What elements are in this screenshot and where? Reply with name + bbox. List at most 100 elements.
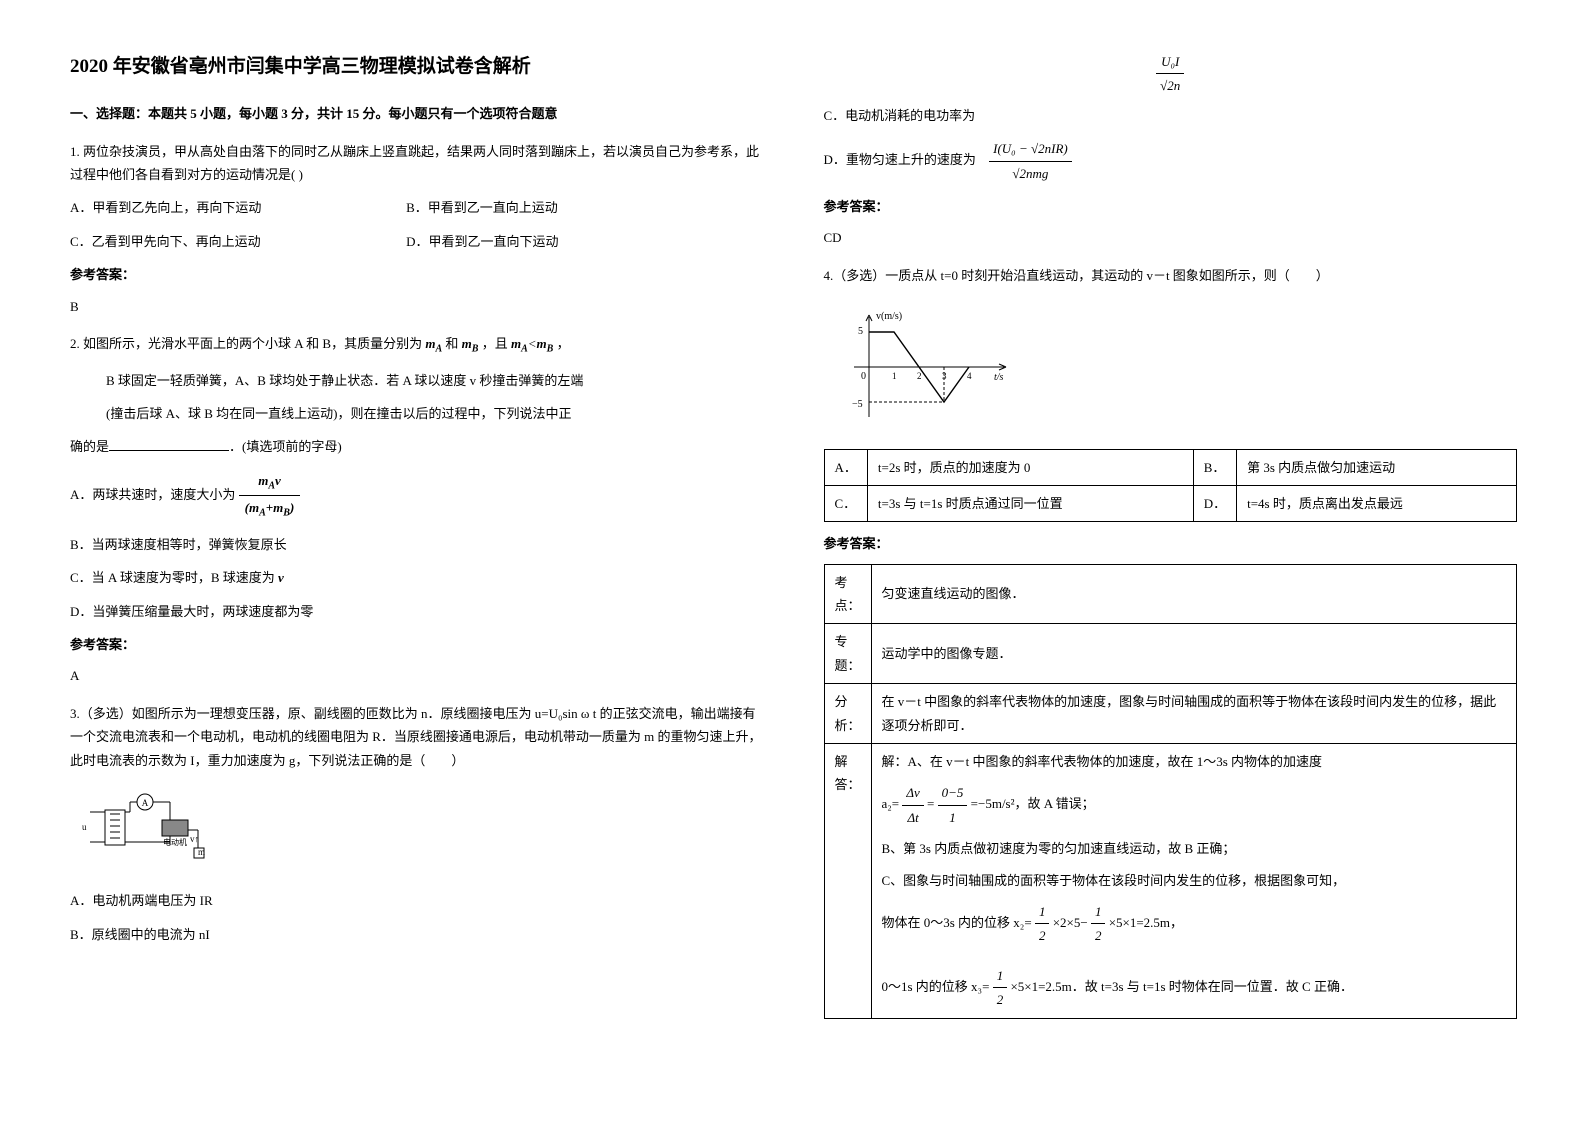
q4-ref-label: 参考答案： (824, 532, 1518, 555)
q4-options-table: A． t=2s 时，质点的加速度为 0 B． 第 3s 内质点做匀加速运动 C．… (824, 449, 1518, 523)
q2-stem-1c: ，且 (482, 336, 508, 351)
q2-stem-line4: 确的是 ．(填选项前的字母) (70, 435, 764, 458)
q3-d-den: √2nmg (989, 162, 1072, 185)
q4-opt-d: t=4s 时，质点离出发点最远 (1237, 485, 1517, 521)
q1-ref-label: 参考答案： (70, 263, 764, 286)
q1-options-row1: A．甲看到乙先向上，再向下运动 B．甲看到乙一直向上运动 (70, 196, 764, 219)
q4-sol-a: 解：A、在 v－t 中图象的斜率代表物体的加速度，故在 1～3s 内物体的加速度 (882, 750, 1507, 773)
q4-sol-c: C、图象与时间轴围成的面积等于物体在该段时间内发生的位移，根据图象可知， (882, 869, 1507, 892)
q4-sol-c3: 0～1s 内的位移 x₃= 12 ×5×1=2.5m．故 t=3s 与 t=1s… (882, 964, 1507, 1012)
q4-label-b: B． (1193, 449, 1236, 485)
q2-mB: mB (462, 336, 479, 351)
svg-text:2: 2 (917, 371, 922, 381)
q1-option-d: D．甲看到乙一直向下运动 (406, 230, 739, 253)
q4-opt-a: t=2s 时，质点的加速度为 0 (867, 449, 1193, 485)
q4-a2-post: =−5m/s²，故 A 错误； (971, 796, 1095, 811)
svg-text:u: u (82, 822, 87, 832)
q4-r3b: 在 v－t 中图象的斜率代表物体的加速度，图象与时间轴围成的面积等于物体在该段时… (871, 684, 1517, 744)
q4-r3a: 分析： (824, 684, 871, 744)
q2-answer: A (70, 664, 764, 687)
q1-option-b: B．甲看到乙一直向上运动 (406, 196, 739, 219)
f4n: 1 (1091, 900, 1106, 924)
q3-option-c: C．电动机消耗的电功率为 (824, 104, 1518, 127)
q3-option-d: D．重物匀速上升的速度为 (824, 152, 976, 167)
f1n: Δv (902, 781, 923, 805)
q2-a-fraction: mAv (mA+mB) (239, 469, 301, 523)
q4-stem: 4.（多选）一质点从 t=0 时刻开始沿直线运动，其运动的 v－t 图象如图所示… (824, 264, 1518, 287)
f2n: 0−5 (938, 781, 968, 805)
q2-stem-1b: 和 (445, 336, 458, 351)
q4-sol-c2: 物体在 0～3s 内的位移 x₂= 12 ×2×5− 12 ×5×1=2.5m， (882, 900, 1507, 948)
q4-eq: = (927, 796, 934, 811)
graph-xlabel: t/s (994, 372, 1004, 383)
q2-option-b: B．当两球速度相等时，弹簧恢复原长 (70, 533, 764, 556)
q4-r2b: 运动学中的图像专题． (871, 624, 1517, 684)
q2-massrel: mA<mB (511, 336, 553, 351)
q3-option-b: B．原线圈中的电流为 nI (70, 923, 764, 946)
f5n: 1 (993, 964, 1008, 988)
q4-label-c: C． (824, 485, 867, 521)
q4-c2-mid: ×2×5− (1053, 915, 1088, 930)
q3-c-num: U₀I (1156, 50, 1184, 74)
q4-r4a: 解答： (824, 744, 871, 1019)
q2-stem-line2: B 球固定一轻质弹簧，A、B 球均处于静止状态．若 A 球以速度 v 秒撞击弹簧… (70, 369, 764, 392)
q4-r1a: 考点： (824, 564, 871, 624)
q4-solution-cell: 解：A、在 v－t 中图象的斜率代表物体的加速度，故在 1～3s 内物体的加速度… (871, 744, 1517, 1019)
q2-option-d: D．当弹簧压缩量最大时，两球速度都为零 (70, 600, 764, 623)
q4-analysis-table: 考点： 匀变速直线运动的图像． 专题： 运动学中的图像专题． 分析： 在 v－t… (824, 564, 1518, 1019)
svg-text:4: 4 (967, 371, 972, 381)
q3-stem: 3.（多选）如图所示为一理想变压器，原、副线圈的匝数比为 n．原线圈接电压为 u… (70, 702, 764, 772)
q3-option-d-row: D．重物匀速上升的速度为 I(U₀ − √2nIR) √2nmg (824, 137, 1518, 185)
right-column: U₀I √2n C．电动机消耗的电功率为 D．重物匀速上升的速度为 I(U₀ −… (824, 50, 1518, 1072)
q4-r1b: 匀变速直线运动的图像． (871, 564, 1517, 624)
q2-c-text: C．当 A 球速度为零时，B 球速度为 (70, 570, 275, 585)
q2-a-text: A．两球共速时，速度大小为 (70, 487, 235, 502)
page-title: 2020 年安徽省亳州市闫集中学高三物理模拟试卷含解析 (70, 50, 764, 84)
q2-stem-1d: ， (557, 336, 570, 351)
q2-option-a: A．两球共速时，速度大小为 mAv (mA+mB) (70, 469, 764, 523)
q3-option-a: A．电动机两端电压为 IR (70, 889, 764, 912)
q2-stem4-right: ．(填选项前的字母) (229, 439, 342, 454)
q2-ref-label: 参考答案： (70, 633, 764, 656)
svg-text:−5: −5 (852, 399, 863, 410)
q4-vt-graph: v(m/s) t/s 5 −5 0 12 34 (844, 307, 1014, 427)
q2-mA: mA (425, 336, 442, 351)
svg-text:0: 0 (861, 371, 866, 382)
q1-stem: 1. 两位杂技演员，甲从高处自由落下的同时乙从蹦床上竖直跳起，结果两人同时落到蹦… (70, 140, 764, 187)
q2-stem-line3: (撞击后球 A、球 B 均在同一直线上运动)，则在撞击以后的过程中，下列说法中正 (70, 402, 764, 425)
q3-c-den: √2n (1156, 74, 1184, 97)
q4-label-d: D． (1193, 485, 1236, 521)
q4-sol-a2: a₂= ΔvΔt = 0−51 =−5m/s²，故 A 错误； (882, 781, 1507, 829)
q1-option-a: A．甲看到乙先向上，再向下运动 (70, 196, 403, 219)
q3-c-fraction-display: U₀I √2n (824, 50, 1518, 98)
q2-blank (109, 437, 229, 451)
f2d: 1 (938, 806, 968, 829)
q4-a2-pre: a₂= (882, 796, 900, 811)
q4-c3-pre: 0～1s 内的位移 x₃= (882, 979, 990, 994)
graph-ylabel: v(m/s) (876, 311, 902, 322)
f3d: 2 (1035, 924, 1050, 947)
left-column: 2020 年安徽省亳州市闫集中学高三物理模拟试卷含解析 一、选择题：本题共 5 … (70, 50, 764, 1072)
q2-stem4-left: 确的是 (70, 439, 109, 454)
q3-answer: CD (824, 226, 1518, 249)
svg-text:A: A (142, 798, 149, 808)
f3n: 1 (1035, 900, 1050, 924)
svg-text:1: 1 (892, 371, 897, 381)
q2-option-c: C．当 A 球速度为零时，B 球速度为 v (70, 566, 764, 589)
q2-c-v: v (278, 570, 284, 585)
q4-c3-post: ×5×1=2.5m．故 t=3s 与 t=1s 时物体在同一位置．故 C 正确． (1010, 979, 1353, 994)
section-heading: 一、选择题：本题共 5 小题，每小题 3 分，共计 15 分。每小题只有一个选项… (70, 102, 764, 125)
q4-c2-pre: 物体在 0～3s 内的位移 x₂= (882, 915, 1032, 930)
f4d: 2 (1091, 924, 1106, 947)
q4-c2-post: ×5×1=2.5m， (1109, 915, 1183, 930)
q1-options-row2: C．乙看到甲先向下、再向上运动 D．甲看到乙一直向下运动 (70, 230, 764, 253)
q3-circuit-diagram: A 电动机 u m v↑ (70, 790, 210, 870)
q1-option-c: C．乙看到甲先向下、再向上运动 (70, 230, 403, 253)
q4-opt-b: 第 3s 内质点做匀加速运动 (1237, 449, 1517, 485)
q2-stem-line1: 2. 如图所示，光滑水平面上的两个小球 A 和 B，其质量分别为 mA 和 mB… (70, 332, 764, 359)
f1d: Δt (902, 806, 923, 829)
q4-sol-b: B、第 3s 内质点做初速度为零的匀加速直线运动，故 B 正确； (882, 837, 1507, 860)
q4-r2a: 专题： (824, 624, 871, 684)
svg-text:5: 5 (858, 326, 863, 337)
q3-ref-label: 参考答案： (824, 195, 1518, 218)
